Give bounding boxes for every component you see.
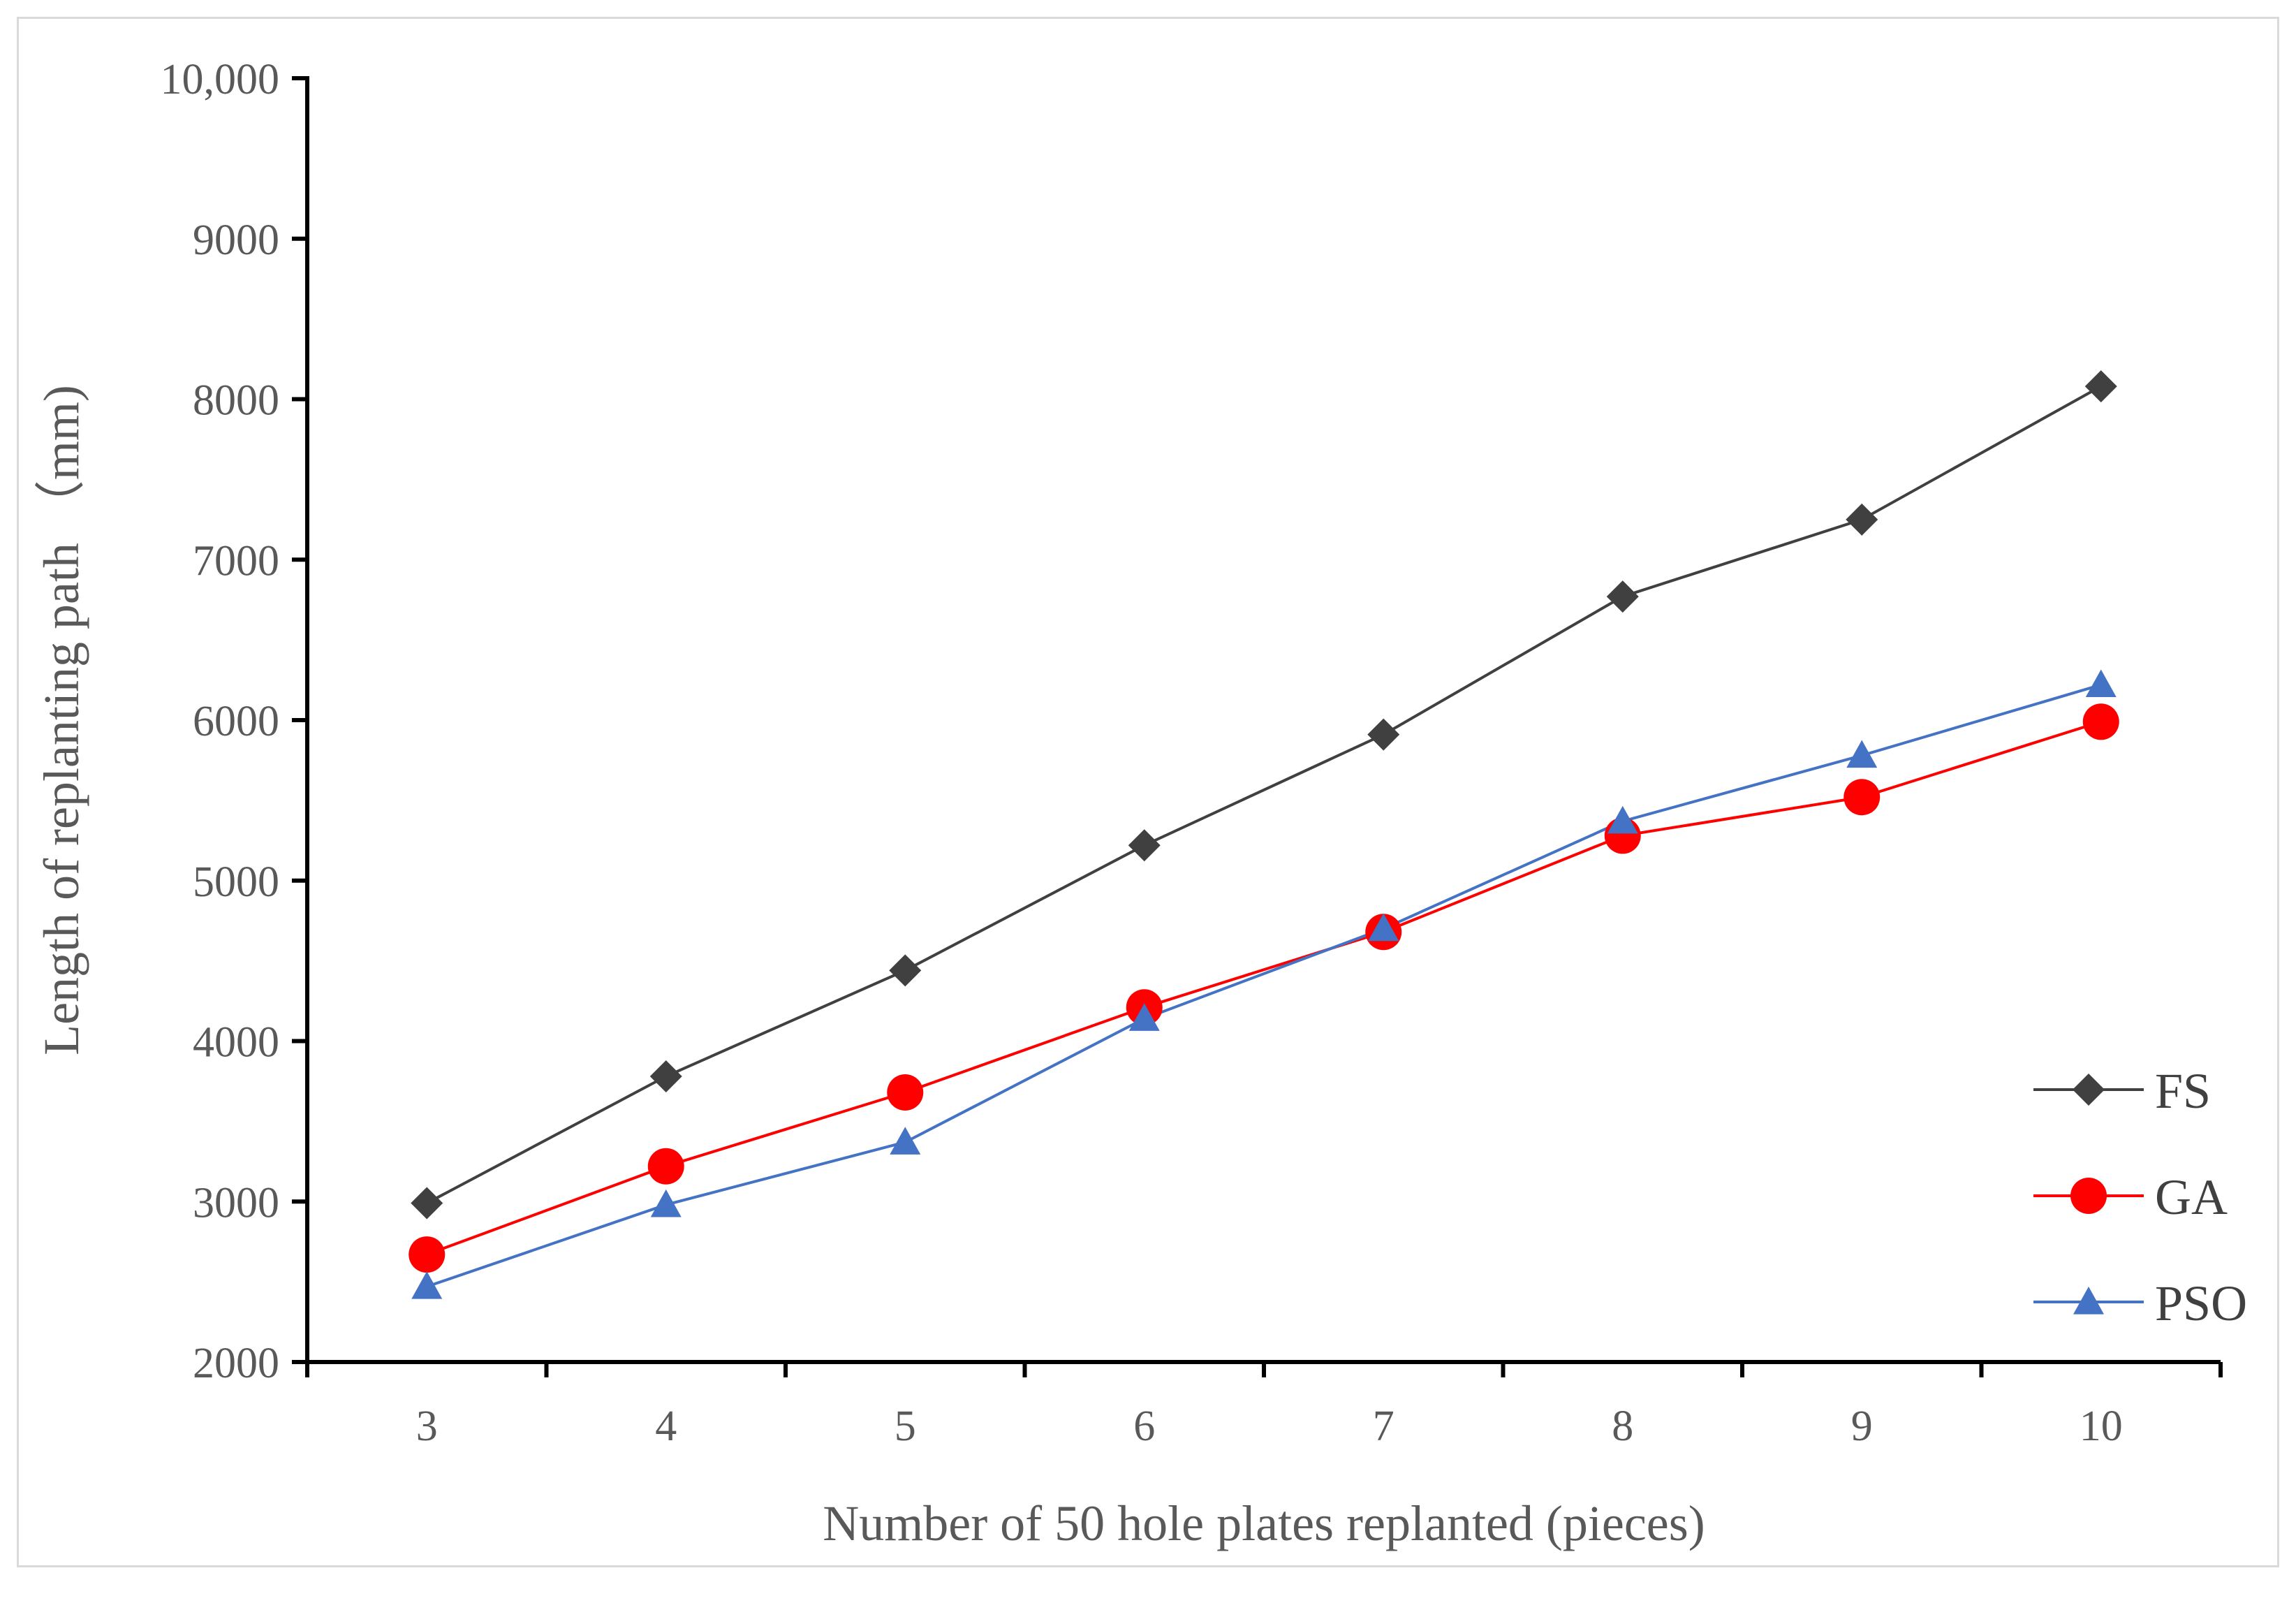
x-tick-label: 10 bbox=[2080, 1403, 2123, 1450]
series-line-fs bbox=[426, 385, 2102, 1205]
data-point-ga bbox=[1844, 779, 1881, 816]
data-point-pso bbox=[1128, 1003, 1160, 1031]
x-tick-label: 3 bbox=[416, 1403, 438, 1450]
data-point-fs bbox=[1367, 718, 1400, 751]
data-point-fs bbox=[2084, 370, 2117, 403]
y-tick-label: 5000 bbox=[193, 858, 279, 906]
y-tick-label: 3000 bbox=[193, 1179, 279, 1227]
data-point-pso bbox=[650, 1189, 682, 1217]
y-axis-title: Length of replanting path （mm) bbox=[34, 385, 89, 1055]
legend-marker-pso bbox=[2073, 1287, 2104, 1315]
data-point-fs bbox=[649, 1060, 682, 1093]
data-point-pso bbox=[2085, 669, 2117, 698]
y-tick-label: 4000 bbox=[193, 1019, 279, 1067]
data-point-ga bbox=[2082, 703, 2119, 740]
data-point-ga bbox=[647, 1148, 684, 1185]
y-tick-label: 7000 bbox=[193, 537, 279, 585]
x-tick-label: 9 bbox=[1851, 1403, 1873, 1450]
series-line-pso bbox=[426, 683, 2102, 1288]
x-ticks: 3 4 5 6 7 8 9 10 bbox=[305, 1362, 2223, 1450]
x-tick-label: 5 bbox=[895, 1403, 916, 1450]
y-tick-label: 8000 bbox=[193, 377, 279, 425]
y-tick-label: 2000 bbox=[193, 1340, 279, 1387]
data-point-fs bbox=[411, 1187, 443, 1220]
x-axis-title: Number of 50 hole plates replanted (piec… bbox=[823, 1495, 1705, 1551]
series-markers bbox=[409, 370, 2119, 1299]
data-point-fs bbox=[1606, 580, 1639, 613]
legend-marker-fs bbox=[2073, 1074, 2105, 1106]
series-line-ga bbox=[426, 720, 2102, 1256]
data-point-pso bbox=[890, 1127, 921, 1155]
y-tick-label: 10,000 bbox=[161, 56, 280, 103]
data-point-fs bbox=[889, 954, 922, 987]
y-tick-label: 6000 bbox=[193, 698, 279, 745]
data-point-ga bbox=[409, 1236, 446, 1273]
data-point-pso bbox=[1846, 740, 1878, 768]
data-point-fs bbox=[1846, 503, 1878, 536]
data-point-pso bbox=[1607, 805, 1638, 834]
legend-label-ga: GA bbox=[2155, 1169, 2228, 1225]
legend: FS GA PSO bbox=[2033, 1063, 2247, 1331]
y-ticks: 2000 3000 4000 5000 6000 7000 8000 9000 10,000 bbox=[161, 56, 307, 1387]
chart-frame bbox=[17, 17, 2279, 1567]
series-lines bbox=[426, 385, 2102, 1288]
legend-marker-ga bbox=[2070, 1178, 2107, 1214]
data-point-pso bbox=[411, 1271, 443, 1299]
data-point-pso bbox=[1368, 913, 1399, 942]
axes bbox=[305, 76, 2221, 1364]
x-tick-label: 4 bbox=[655, 1403, 677, 1450]
x-tick-label: 7 bbox=[1373, 1403, 1394, 1450]
x-tick-label: 6 bbox=[1133, 1403, 1155, 1450]
y-tick-label: 9000 bbox=[193, 217, 279, 264]
data-point-fs bbox=[1128, 829, 1161, 862]
legend-label-pso: PSO bbox=[2155, 1275, 2247, 1331]
legend-label-fs: FS bbox=[2155, 1063, 2211, 1119]
data-point-ga bbox=[887, 1074, 924, 1111]
x-tick-label: 8 bbox=[1612, 1403, 1633, 1450]
